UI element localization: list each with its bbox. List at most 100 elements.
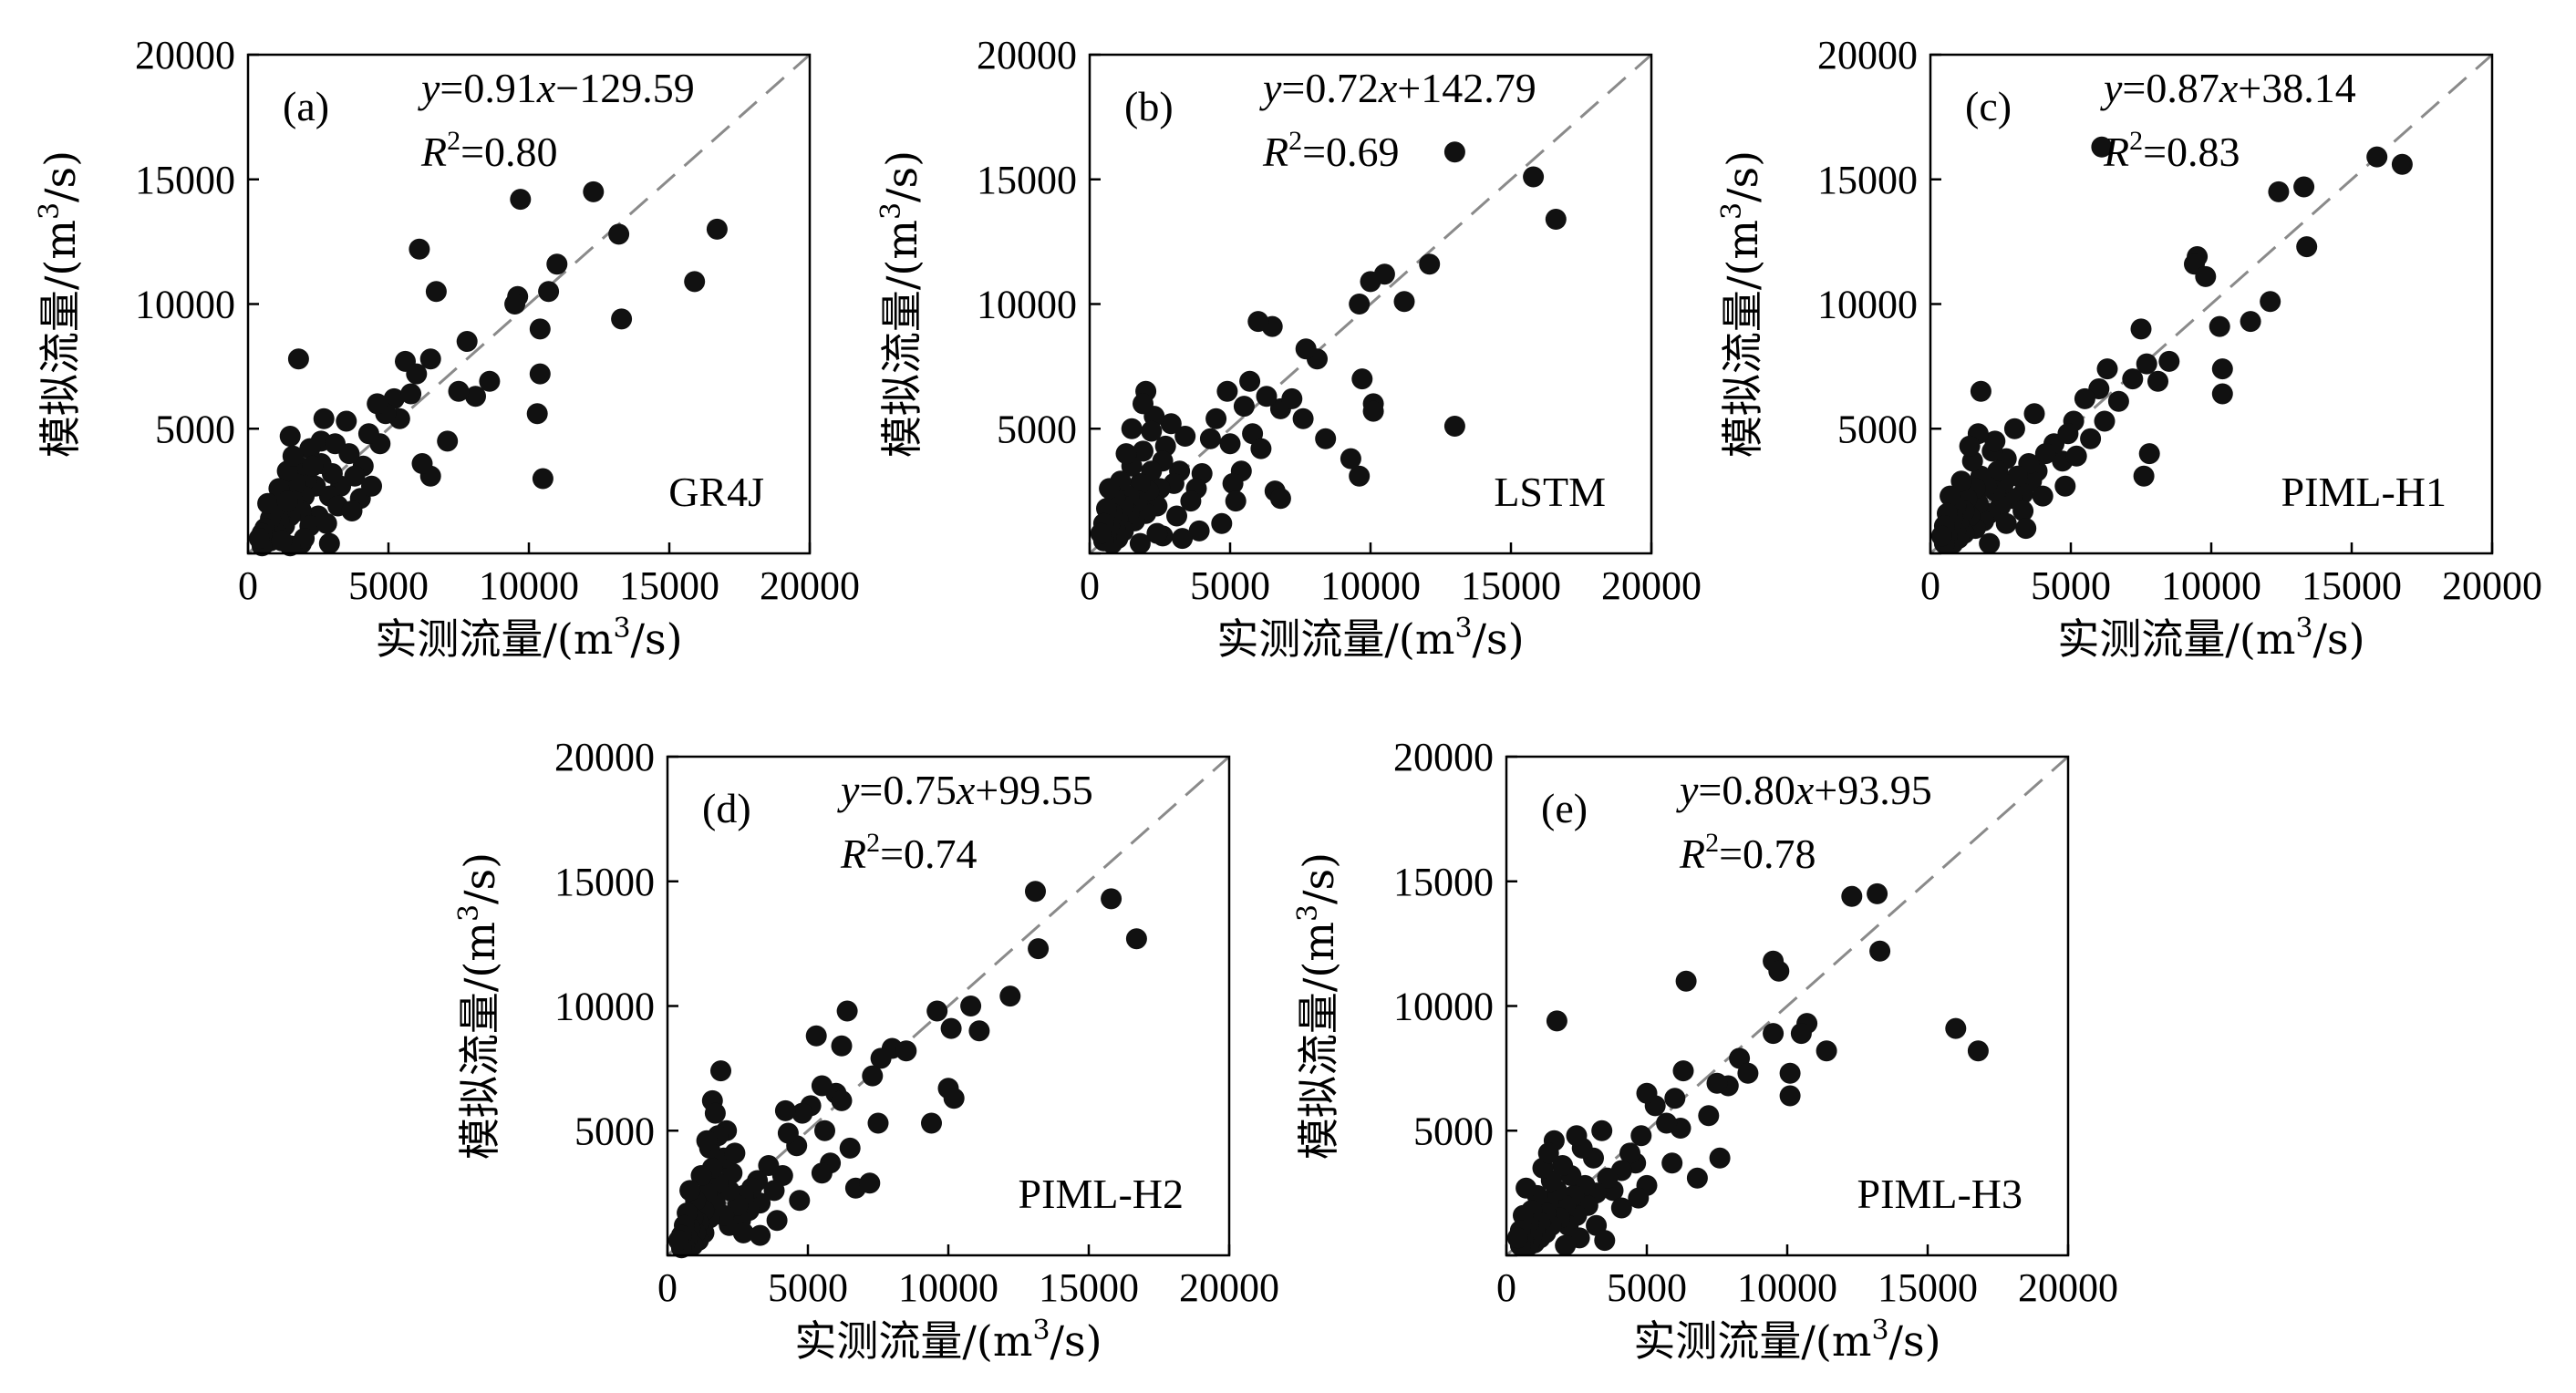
panel-label: (a) [283,83,329,129]
data-point [1129,532,1151,554]
data-point [811,1162,833,1184]
data-points [1090,141,1567,554]
data-point [1628,1187,1650,1209]
y-axis-title-superscript: 3 [1716,202,1748,220]
x-tick-label: 5000 [348,563,429,608]
data-point [724,1142,746,1164]
model-name: GR4J [668,469,764,515]
y-tick-label: 5000 [574,1109,655,1153]
r2-symbol: R [2103,129,2129,175]
y-axis-title-unit: /s) [1718,150,1767,202]
y-tick-label: 15000 [1817,158,1918,202]
data-point [336,410,357,432]
r2-superscript: 2 [1288,126,1302,156]
data-point [1125,928,1147,950]
data-point [1292,408,1314,429]
eq-slope: =0.87 [2122,65,2219,111]
x-tick-label: 0 [1080,563,1100,608]
eq-x-var: x [2219,65,2239,111]
r-squared: R2=0.78 [1679,828,1816,877]
data-point [943,1088,965,1109]
data-point [1028,938,1050,960]
data-point [1545,209,1567,230]
regression-equation: y=0.80x+93.95 [1676,767,1932,813]
data-point [679,1180,701,1202]
r2-superscript: 2 [1705,828,1719,858]
data-point [1295,338,1317,360]
data-point [667,1230,689,1252]
data-point [862,1065,884,1087]
data-point [2074,387,2095,409]
eq-x-var: x [1795,767,1815,813]
data-point [1970,380,1991,402]
r2-symbol: R [420,129,447,175]
data-point [2032,485,2054,507]
data-point [763,1180,785,1202]
x-axis-title-text: 实测流量/(m [794,1316,1032,1366]
data-point [2268,181,2290,202]
data-point [1269,488,1291,510]
r2-symbol: R [840,831,866,877]
x-axis-title-superscript: 3 [2295,613,2312,645]
data-point [1597,1167,1619,1189]
x-axis-title-unit: /s) [631,614,683,664]
data-point [895,1040,917,1062]
data-point [1115,443,1137,465]
r2-value: =0.83 [2143,129,2240,175]
eq-y-var: y [1676,767,1699,813]
y-axis-title-unit: /s) [36,150,85,202]
data-point [341,500,363,521]
x-axis-title-superscript: 3 [1871,1315,1888,1347]
data-point [926,1000,948,1022]
x-tick-label: 15000 [1878,1265,1978,1310]
data-point [1698,1105,1720,1127]
data-point [1594,1230,1616,1252]
x-axis-title-unit: /s) [1050,1316,1102,1366]
data-point [921,1112,942,1134]
eq-slope: =0.75 [859,767,956,813]
regression-equation: y=0.72x+142.79 [1259,65,1536,111]
data-point [791,1102,813,1124]
y-axis-title-superscript: 3 [1292,904,1324,922]
regression-equation: y=0.91x−129.59 [418,65,695,111]
y-axis-title: 模拟流量/(m3/s) [34,150,85,458]
data-point [1706,1072,1728,1094]
data-point [859,1172,881,1194]
data-point [411,453,433,474]
data-point [777,1122,799,1144]
data-point [1959,435,1981,457]
data-point [1779,1085,1801,1107]
data-point [465,386,486,408]
eq-y-var: y [418,65,440,111]
y-tick-label: 20000 [554,735,655,779]
data-points [1506,882,1989,1256]
data-point [1121,418,1143,439]
x-axis-title-text: 实测流量/(m [1633,1316,1871,1366]
data-point [1216,380,1238,402]
data-point [1211,512,1233,534]
data-point [940,1017,962,1039]
data-point [2366,146,2388,168]
data-point [2023,403,2045,425]
data-point [836,1000,858,1022]
scatter-panel-e: 0 5000 10000 15000 20000 5000 10000 15000 20000 (… [1292,735,2118,1366]
x-tick-label: 5000 [2031,563,2111,608]
data-point [1174,426,1196,447]
x-tick-label: 5000 [768,1265,848,1310]
data-point [1222,472,1244,494]
y-tick-label: 15000 [977,158,1077,202]
data-point [302,455,324,477]
y-tick-label: 20000 [1817,33,1918,77]
x-axis-title: 实测流量/(m3/s) [1216,613,1524,664]
data-point [357,423,379,445]
y-tick-label: 15000 [135,158,235,202]
x-tick-label: 20000 [2018,1265,2118,1310]
r2-value: =0.74 [880,831,977,877]
data-point [583,181,605,202]
data-point [2130,318,2152,340]
model-name: PIML-H2 [1019,1171,1184,1217]
y-tick-label: 5000 [1413,1109,1494,1153]
data-point [1180,490,1202,512]
x-axis-title-unit: /s) [1889,1316,1941,1366]
